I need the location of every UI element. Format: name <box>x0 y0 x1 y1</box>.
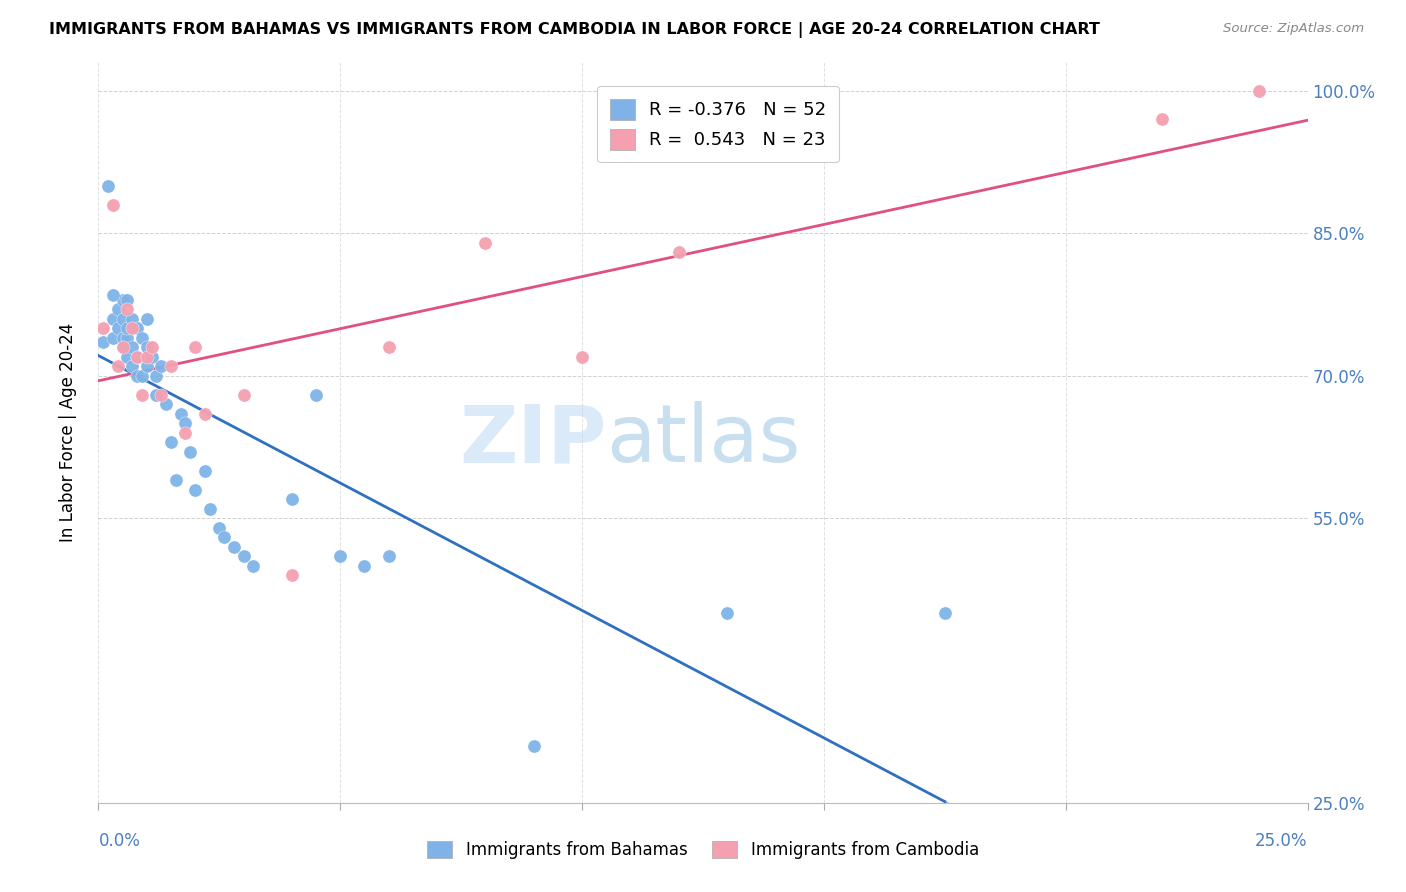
Point <box>117 350 139 364</box>
Point <box>107 302 129 317</box>
Point <box>135 340 157 354</box>
Point <box>281 491 304 506</box>
Legend: Immigrants from Bahamas, Immigrants from Cambodia: Immigrants from Bahamas, Immigrants from… <box>420 834 986 866</box>
Point <box>127 350 149 364</box>
Point <box>111 331 134 345</box>
Point <box>668 245 690 260</box>
Point <box>101 198 124 212</box>
Point <box>474 235 496 250</box>
Point <box>101 288 124 302</box>
Point <box>184 483 207 497</box>
Point <box>101 331 124 345</box>
Point <box>135 311 157 326</box>
Point <box>1249 84 1271 98</box>
Point <box>117 321 139 335</box>
Point <box>194 464 217 478</box>
Text: atlas: atlas <box>606 401 800 479</box>
Text: IMMIGRANTS FROM BAHAMAS VS IMMIGRANTS FROM CAMBODIA IN LABOR FORCE | AGE 20-24 C: IMMIGRANTS FROM BAHAMAS VS IMMIGRANTS FR… <box>49 22 1099 38</box>
Point <box>107 359 129 374</box>
Legend: R = -0.376   N = 52, R =  0.543   N = 23: R = -0.376 N = 52, R = 0.543 N = 23 <box>598 87 839 162</box>
Point <box>174 416 197 430</box>
Point <box>353 558 375 573</box>
Point <box>121 311 143 326</box>
Point <box>131 387 153 401</box>
Text: ZIP: ZIP <box>458 401 606 479</box>
Point <box>91 335 114 350</box>
Point <box>117 331 139 345</box>
Point <box>194 407 217 421</box>
Point <box>101 311 124 326</box>
Point <box>121 321 143 335</box>
Point <box>97 178 120 193</box>
Text: 0.0%: 0.0% <box>98 832 141 850</box>
Point <box>174 425 197 440</box>
Point <box>212 530 235 544</box>
Point <box>127 321 149 335</box>
Point <box>377 549 399 563</box>
Text: Source: ZipAtlas.com: Source: ZipAtlas.com <box>1223 22 1364 36</box>
Point <box>160 435 183 450</box>
Point <box>127 368 149 383</box>
Point <box>121 340 143 354</box>
Point <box>1152 112 1174 127</box>
Point <box>523 739 546 753</box>
Point <box>111 340 134 354</box>
Point <box>155 397 177 411</box>
Point <box>377 340 399 354</box>
Point <box>305 387 328 401</box>
Point <box>141 350 163 364</box>
Point <box>117 293 139 307</box>
Point <box>111 340 134 354</box>
Point <box>135 359 157 374</box>
Point <box>91 321 114 335</box>
Point <box>111 293 134 307</box>
Point <box>131 368 153 383</box>
Point <box>131 331 153 345</box>
Point <box>716 606 738 620</box>
Text: 25.0%: 25.0% <box>1256 832 1308 850</box>
Point <box>934 606 956 620</box>
Point <box>179 444 201 458</box>
Point <box>150 359 173 374</box>
Point <box>135 350 157 364</box>
Point <box>571 350 593 364</box>
Point <box>111 311 134 326</box>
Point <box>150 387 173 401</box>
Point <box>165 473 187 487</box>
Point <box>208 520 231 534</box>
Point <box>121 359 143 374</box>
Y-axis label: In Labor Force | Age 20-24: In Labor Force | Age 20-24 <box>59 323 77 542</box>
Point <box>160 359 183 374</box>
Point <box>222 540 245 554</box>
Point <box>117 302 139 317</box>
Point <box>329 549 352 563</box>
Point <box>242 558 264 573</box>
Point <box>184 340 207 354</box>
Point <box>141 340 163 354</box>
Point <box>169 407 191 421</box>
Point <box>107 321 129 335</box>
Point <box>145 368 167 383</box>
Point <box>232 549 254 563</box>
Point <box>198 501 221 516</box>
Point <box>281 568 304 582</box>
Point <box>145 387 167 401</box>
Point <box>232 387 254 401</box>
Point <box>127 350 149 364</box>
